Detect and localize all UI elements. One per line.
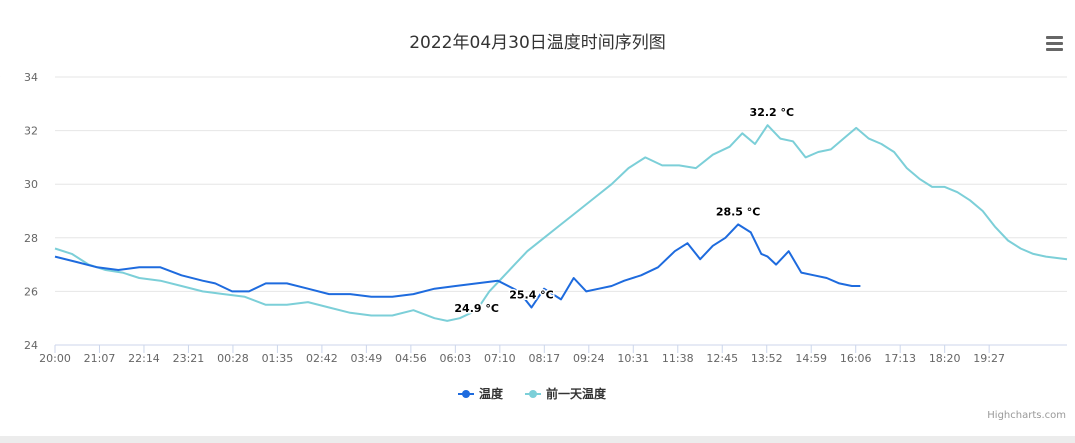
x-tick-label: 10:31 bbox=[617, 352, 649, 365]
legend-marker bbox=[529, 390, 537, 398]
grid-lines bbox=[55, 76, 1067, 292]
x-tick-label: 23:21 bbox=[173, 352, 205, 365]
x-axis: 20:00 21:07 22:14 23:21 00:28 01:35 02:42 03:49… bbox=[39, 344, 1067, 365]
legend-label: 前一天温度 bbox=[546, 386, 607, 401]
series-lines bbox=[54, 124, 1068, 322]
x-tick-label: 09:24 bbox=[573, 352, 605, 365]
bottom-scrollbar bbox=[0, 436, 1075, 443]
x-tick-label: 00:28 bbox=[217, 352, 249, 365]
legend: 温度 前一天温度 bbox=[458, 386, 607, 401]
series-line-temperature bbox=[54, 223, 861, 309]
x-tick-label: 11:38 bbox=[662, 352, 694, 365]
data-labels: 25.4 °C 28.5 °C 24.9 °C 32.2 °C bbox=[453, 105, 796, 317]
data-label: 32.2 °C bbox=[750, 106, 795, 119]
y-tick-label: 26 bbox=[24, 285, 38, 298]
y-tick-label: 34 bbox=[24, 71, 38, 84]
legend-label: 温度 bbox=[479, 386, 504, 401]
y-tick-label: 30 bbox=[24, 178, 38, 191]
data-label: 24.9 °C bbox=[454, 302, 499, 315]
chart-title: 2022年04月30日温度时间序列图 bbox=[409, 33, 666, 53]
series-line-previous-day bbox=[54, 124, 1068, 322]
x-tick-label: 06:03 bbox=[440, 352, 472, 365]
x-tick-label: 08:17 bbox=[528, 352, 560, 365]
x-tick-label: 19:27 bbox=[973, 352, 1005, 365]
y-axis-ticks: 24 26 28 30 32 34 bbox=[24, 71, 38, 352]
y-tick-label: 32 bbox=[24, 125, 38, 138]
data-label: 25.4 °C bbox=[509, 288, 554, 301]
y-tick-label: 24 bbox=[24, 339, 38, 352]
x-tick-label: 20:00 bbox=[39, 352, 71, 365]
x-tick-label: 02:42 bbox=[306, 352, 338, 365]
data-label: 28.5 °C bbox=[716, 205, 761, 218]
x-tick-label: 12:45 bbox=[706, 352, 738, 365]
x-tick-label: 17:13 bbox=[884, 352, 916, 365]
x-tick-label: 04:56 bbox=[395, 352, 427, 365]
x-tick-label: 18:20 bbox=[929, 352, 961, 365]
x-tick-label: 07:10 bbox=[484, 352, 516, 365]
legend-marker bbox=[462, 390, 470, 398]
hamburger-menu-icon[interactable] bbox=[1044, 36, 1066, 56]
x-tick-label: 13:52 bbox=[751, 352, 783, 365]
y-tick-label: 28 bbox=[24, 232, 38, 245]
legend-item-previous-day[interactable]: 前一天温度 bbox=[525, 386, 607, 401]
x-tick-label: 16:06 bbox=[840, 352, 872, 365]
x-tick-label: 03:49 bbox=[351, 352, 383, 365]
x-tick-label: 14:59 bbox=[795, 352, 827, 365]
credits-link[interactable]: Highcharts.com bbox=[987, 410, 1066, 421]
x-tick-label: 01:35 bbox=[262, 352, 294, 365]
x-tick-label: 21:07 bbox=[84, 352, 116, 365]
x-tick-label: 22:14 bbox=[128, 352, 160, 365]
legend-item-temperature[interactable]: 温度 bbox=[458, 386, 504, 401]
